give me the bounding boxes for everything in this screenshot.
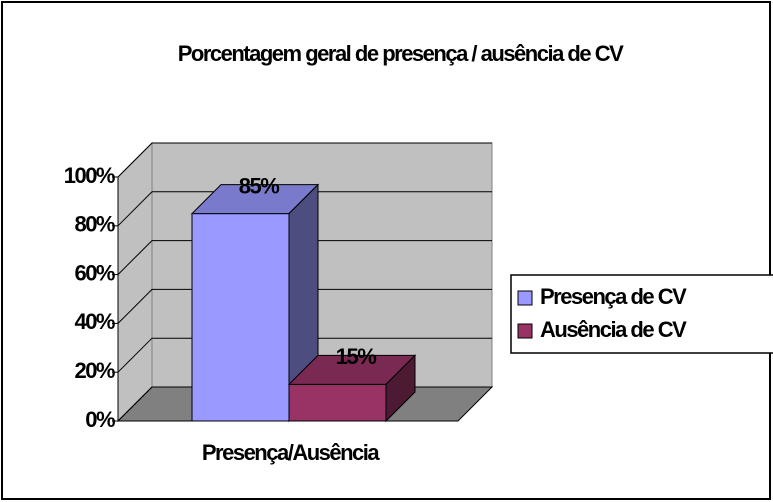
grid-line <box>117 142 492 178</box>
data-label: 85% <box>239 173 279 198</box>
grid-line <box>117 288 492 324</box>
y-tick-label: 0% <box>85 407 115 432</box>
legend-box <box>510 274 773 354</box>
chart-title: Porcentagem geral de presença / ausência… <box>177 41 624 66</box>
legend-swatch <box>517 290 533 306</box>
side-wall <box>117 141 153 423</box>
grid-line <box>117 240 492 275</box>
y-tick-label: 60% <box>74 260 114 285</box>
y-tick-label: 20% <box>74 358 114 383</box>
y-tick-label: 80% <box>74 212 114 237</box>
bar-front <box>191 213 290 422</box>
data-label: 15% <box>336 344 376 369</box>
bar-side <box>385 354 416 423</box>
legend-label: Ausência de CV <box>540 317 687 342</box>
y-tick-label: 100% <box>64 163 115 188</box>
legend-swatch <box>517 323 533 339</box>
legend-label: Presença de CV <box>540 284 687 309</box>
grid-line <box>117 191 492 227</box>
bar-front <box>288 383 387 422</box>
y-tick-label: 40% <box>74 309 114 334</box>
x-tick-label: Presença/Ausência <box>202 440 381 465</box>
grid-line <box>117 337 492 373</box>
